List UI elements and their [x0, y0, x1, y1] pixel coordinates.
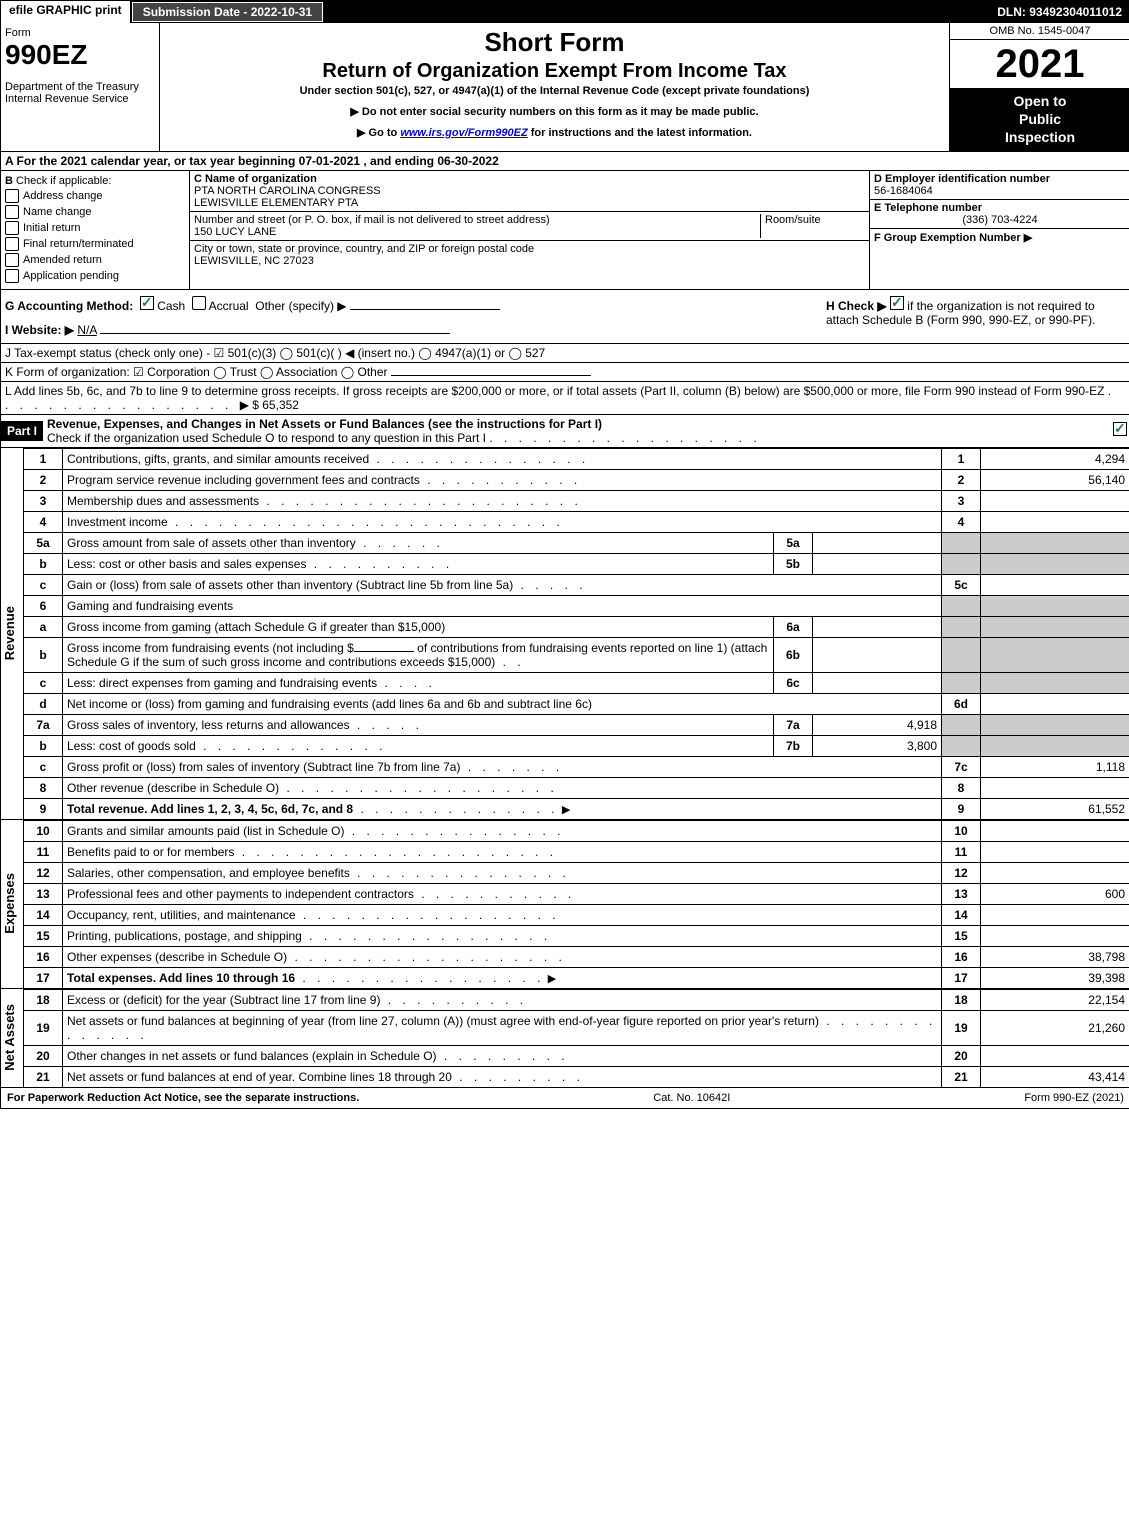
revenue-section: Revenue 1Contributions, gifts, grants, a… — [1, 448, 1129, 820]
form-label: Form — [5, 27, 155, 39]
net-assets-section: Net Assets 18Excess or (deficit) for the… — [1, 989, 1129, 1088]
net-assets-table: 18Excess or (deficit) for the year (Subt… — [24, 989, 1129, 1088]
part-1-header: Part I Revenue, Expenses, and Changes in… — [1, 415, 1129, 448]
line-7b: bLess: cost of goods sold . . . . . . . … — [24, 735, 1129, 756]
top-bar: efile GRAPHIC print Submission Date - 20… — [1, 1, 1129, 23]
instruction-2: ▶ Go to www.irs.gov/Form990EZ for instru… — [164, 126, 945, 139]
line-8: 8Other revenue (describe in Schedule O) … — [24, 777, 1129, 798]
tax-year: 2021 — [950, 40, 1129, 88]
line-7c: cGross profit or (loss) from sales of in… — [24, 756, 1129, 777]
chk-name-change[interactable]: Name change — [5, 205, 185, 219]
line-1: 1Contributions, gifts, grants, and simil… — [24, 448, 1129, 469]
revenue-table: 1Contributions, gifts, grants, and simil… — [24, 448, 1129, 820]
form-header: Form 990EZ Department of the Treasury In… — [1, 23, 1129, 152]
info-block: B Check if applicable: Address change Na… — [1, 171, 1129, 290]
footer-left: For Paperwork Reduction Act Notice, see … — [7, 1092, 359, 1104]
line-12: 12Salaries, other compensation, and empl… — [24, 862, 1129, 883]
section-d: D Employer identification number 56-1684… — [869, 171, 1129, 289]
line-9: 9Total revenue. Add lines 1, 2, 3, 4, 5c… — [24, 798, 1129, 819]
line-6d: dNet income or (loss) from gaming and fu… — [24, 693, 1129, 714]
line-6b: bGross income from fundraising events (n… — [24, 637, 1129, 672]
line-15: 15Printing, publications, postage, and s… — [24, 925, 1129, 946]
org-name-1: PTA NORTH CAROLINA CONGRESS — [194, 185, 381, 197]
street-address: 150 LUCY LANE — [194, 226, 276, 238]
instruction-1: ▶ Do not enter social security numbers o… — [164, 105, 945, 118]
irs-link[interactable]: www.irs.gov/Form990EZ — [400, 127, 527, 139]
line-2: 2Program service revenue including gover… — [24, 469, 1129, 490]
instr2-pre: ▶ Go to — [357, 127, 400, 139]
row-g-h: G Accounting Method: Cash Accrual Other … — [1, 290, 1129, 344]
line-21: 21Net assets or fund balances at end of … — [24, 1066, 1129, 1087]
line-10: 10Grants and similar amounts paid (list … — [24, 820, 1129, 841]
line-5a: 5aGross amount from sale of assets other… — [24, 532, 1129, 553]
chk-accrual[interactable] — [192, 296, 206, 310]
chk-address-change[interactable]: Address change — [5, 189, 185, 203]
expenses-section: Expenses 10Grants and similar amounts pa… — [1, 820, 1129, 989]
city-state-zip: LEWISVILLE, NC 27023 — [194, 255, 314, 267]
telephone: (336) 703-4224 — [874, 214, 1126, 226]
efile-label: efile GRAPHIC print — [1, 1, 130, 23]
line-6c: cLess: direct expenses from gaming and f… — [24, 672, 1129, 693]
page-footer: For Paperwork Reduction Act Notice, see … — [1, 1088, 1129, 1108]
line-3: 3Membership dues and assessments . . . .… — [24, 490, 1129, 511]
row-j: J Tax-exempt status (check only one) - ☑… — [1, 344, 1129, 363]
line-16: 16Other expenses (describe in Schedule O… — [24, 946, 1129, 967]
row-l: L Add lines 5b, 6c, and 7b to line 9 to … — [1, 382, 1129, 415]
line-5b: bLess: cost or other basis and sales exp… — [24, 553, 1129, 574]
chk-app-pending[interactable]: Application pending — [5, 269, 185, 283]
irs-label: Internal Revenue Service — [5, 93, 155, 105]
section-b: B Check if applicable: Address change Na… — [1, 171, 190, 289]
gross-receipts: ▶ $ 65,352 — [240, 398, 299, 412]
line-7a: 7aGross sales of inventory, less returns… — [24, 714, 1129, 735]
header-left: Form 990EZ Department of the Treasury In… — [1, 23, 160, 151]
section-c: C Name of organization PTA NORTH CAROLIN… — [190, 171, 869, 289]
org-name-2: LEWISVILLE ELEMENTARY PTA — [194, 197, 358, 209]
line-6: 6Gaming and fundraising events — [24, 595, 1129, 616]
form-number: 990EZ — [5, 39, 155, 71]
main-title: Return of Organization Exempt From Incom… — [164, 60, 945, 83]
footer-mid: Cat. No. 10642I — [653, 1092, 730, 1104]
line-5c: cGain or (loss) from sale of assets othe… — [24, 574, 1129, 595]
expenses-table: 10Grants and similar amounts paid (list … — [24, 820, 1129, 989]
website-value: N/A — [77, 323, 96, 337]
line-4: 4Investment income . . . . . . . . . . .… — [24, 511, 1129, 532]
dln: DLN: 93492304011012 — [997, 5, 1129, 19]
subtitle: Under section 501(c), 527, or 4947(a)(1)… — [164, 85, 945, 97]
ein-value: 56-1684064 — [874, 185, 933, 197]
chk-cash[interactable] — [140, 296, 154, 310]
chk-final-return[interactable]: Final return/terminated — [5, 237, 185, 251]
dept-label: Department of the Treasury — [5, 81, 155, 93]
short-form-title: Short Form — [164, 27, 945, 58]
omb-number: OMB No. 1545-0047 — [950, 23, 1129, 40]
line-11: 11Benefits paid to or for members . . . … — [24, 841, 1129, 862]
chk-initial-return[interactable]: Initial return — [5, 221, 185, 235]
header-right: OMB No. 1545-0047 2021 Open to Public In… — [949, 23, 1129, 151]
inspection-badge: Open to Public Inspection — [950, 88, 1129, 151]
instr2-post: for instructions and the latest informat… — [528, 127, 752, 139]
group-exemption: F Group Exemption Number ▶ — [874, 232, 1032, 244]
line-6a: aGross income from gaming (attach Schedu… — [24, 616, 1129, 637]
chk-part1-schedule-o[interactable] — [1113, 422, 1127, 436]
line-13: 13Professional fees and other payments t… — [24, 883, 1129, 904]
chk-schedule-b[interactable] — [890, 296, 904, 310]
submission-date: Submission Date - 2022-10-31 — [132, 2, 323, 22]
line-18: 18Excess or (deficit) for the year (Subt… — [24, 989, 1129, 1010]
line-a: A For the 2021 calendar year, or tax yea… — [1, 152, 1129, 171]
form-container: efile GRAPHIC print Submission Date - 20… — [0, 0, 1129, 1109]
line-17: 17Total expenses. Add lines 10 through 1… — [24, 967, 1129, 988]
line-20: 20Other changes in net assets or fund ba… — [24, 1045, 1129, 1066]
line-19: 19Net assets or fund balances at beginni… — [24, 1010, 1129, 1045]
line-14: 14Occupancy, rent, utilities, and mainte… — [24, 904, 1129, 925]
footer-right: Form 990-EZ (2021) — [1024, 1092, 1124, 1104]
row-k: K Form of organization: ☑ Corporation ◯ … — [1, 363, 1129, 382]
header-center: Short Form Return of Organization Exempt… — [160, 23, 949, 151]
chk-amended[interactable]: Amended return — [5, 253, 185, 267]
